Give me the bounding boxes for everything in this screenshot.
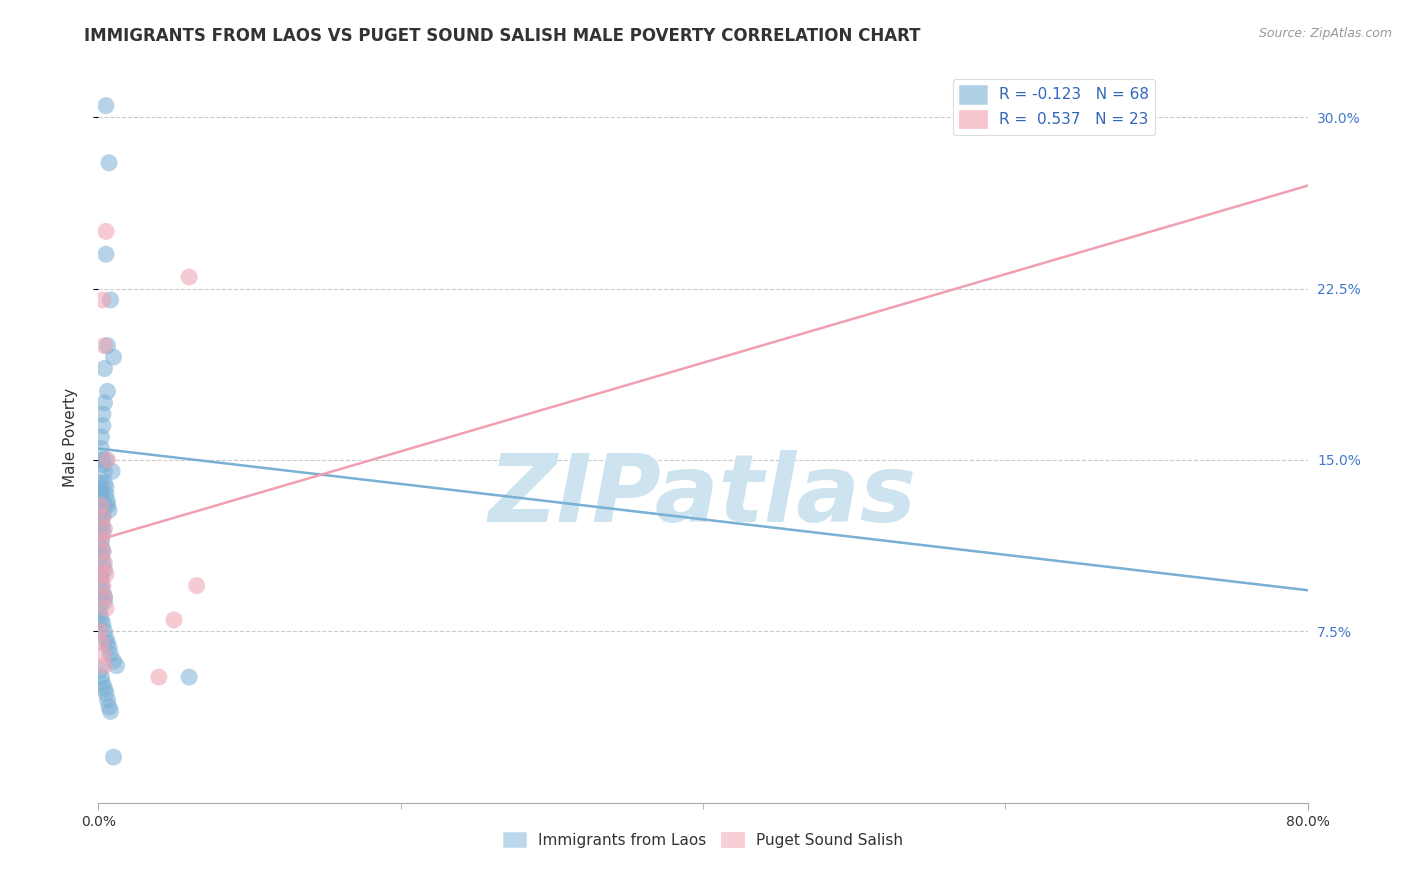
Point — [96, 494, 118, 508]
Point — [90, 567, 112, 582]
Point — [91, 293, 114, 307]
Point — [90, 579, 112, 593]
Point — [93, 590, 115, 604]
Point — [90, 533, 112, 547]
Point — [96, 499, 118, 513]
Point — [94, 567, 117, 582]
Point — [148, 670, 170, 684]
Point — [89, 475, 111, 490]
Point — [91, 418, 114, 433]
Point — [91, 526, 114, 541]
Point — [91, 521, 114, 535]
Point — [89, 480, 111, 494]
Point — [93, 563, 115, 577]
Point — [90, 670, 112, 684]
Point — [93, 338, 115, 352]
Point — [93, 396, 115, 410]
Point — [89, 624, 111, 639]
Point — [94, 453, 117, 467]
Point — [98, 155, 121, 169]
Text: ZIPatlas: ZIPatlas — [489, 450, 917, 541]
Text: IMMIGRANTS FROM LAOS VS PUGET SOUND SALISH MALE POVERTY CORRELATION CHART: IMMIGRANTS FROM LAOS VS PUGET SOUND SALI… — [84, 27, 921, 45]
Point — [91, 585, 114, 599]
Point — [90, 487, 112, 501]
Point — [179, 270, 201, 285]
Point — [98, 640, 121, 655]
Point — [89, 663, 111, 677]
Point — [91, 617, 114, 632]
Point — [101, 464, 124, 478]
Point — [93, 658, 115, 673]
Text: Source: ZipAtlas.com: Source: ZipAtlas.com — [1258, 27, 1392, 40]
Point — [94, 632, 117, 646]
Point — [93, 464, 115, 478]
Point — [179, 670, 201, 684]
Point — [90, 533, 112, 547]
Point — [90, 516, 112, 531]
Point — [91, 579, 114, 593]
Point — [100, 293, 122, 307]
Point — [163, 613, 186, 627]
Point — [93, 521, 115, 535]
Point — [93, 475, 115, 490]
Point — [90, 540, 112, 554]
Point — [91, 407, 114, 421]
Point — [91, 510, 114, 524]
Point — [98, 503, 121, 517]
Point — [93, 361, 115, 376]
Point — [90, 636, 112, 650]
Point — [186, 579, 208, 593]
Point — [90, 613, 112, 627]
Point — [93, 624, 115, 639]
Point — [94, 224, 117, 238]
Point — [103, 350, 125, 364]
Point — [96, 453, 118, 467]
Point — [90, 494, 112, 508]
Point — [91, 544, 114, 558]
Point — [90, 430, 112, 444]
Point — [91, 647, 114, 661]
Point — [89, 601, 111, 615]
Point — [91, 453, 114, 467]
Point — [94, 247, 117, 261]
Point — [90, 549, 112, 563]
Point — [93, 681, 115, 696]
Point — [100, 647, 122, 661]
Point — [91, 503, 114, 517]
Point — [94, 686, 117, 700]
Point — [90, 442, 112, 456]
Point — [93, 556, 115, 570]
Point — [105, 658, 128, 673]
Point — [93, 595, 115, 609]
Point — [91, 544, 114, 558]
Point — [91, 499, 114, 513]
Point — [94, 601, 117, 615]
Point — [89, 567, 111, 582]
Point — [96, 338, 118, 352]
Point — [94, 480, 117, 494]
Point — [91, 677, 114, 691]
Point — [96, 384, 118, 399]
Point — [91, 510, 114, 524]
Point — [91, 556, 114, 570]
Point — [90, 499, 112, 513]
Point — [94, 487, 117, 501]
Point — [89, 608, 111, 623]
Point — [90, 572, 112, 586]
Point — [103, 750, 125, 764]
Point — [96, 693, 118, 707]
Point — [91, 458, 114, 472]
Legend: Immigrants from Laos, Puget Sound Salish: Immigrants from Laos, Puget Sound Salish — [496, 825, 910, 854]
Y-axis label: Male Poverty: Male Poverty — [63, 387, 77, 487]
Point — [100, 705, 122, 719]
Point — [90, 510, 112, 524]
Point — [94, 98, 117, 112]
Point — [103, 654, 125, 668]
Point — [93, 590, 115, 604]
Point — [98, 699, 121, 714]
Point — [96, 636, 118, 650]
